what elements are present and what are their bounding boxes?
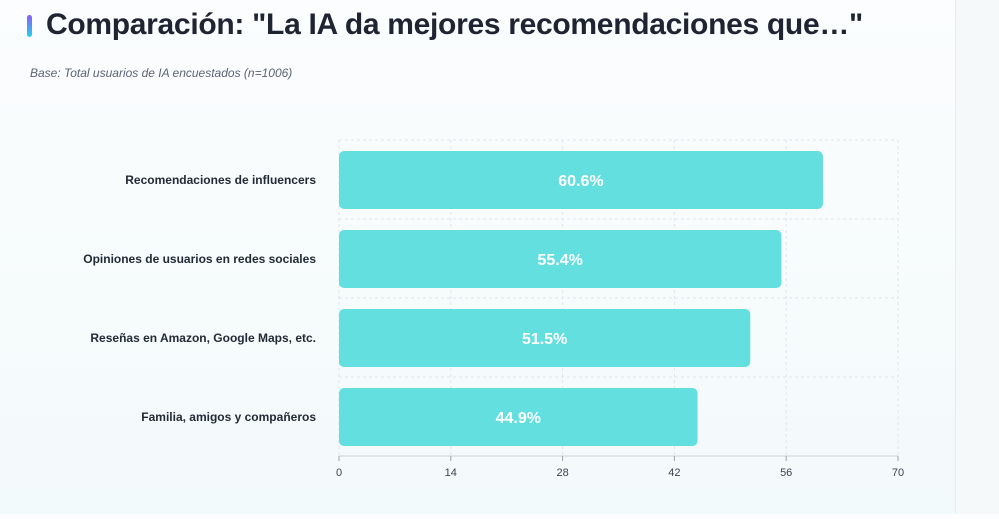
x-tick-label-3: 42 xyxy=(668,467,680,479)
bar-2[interactable] xyxy=(339,309,751,367)
bar-0[interactable] xyxy=(339,151,823,209)
bar-3[interactable] xyxy=(339,388,698,446)
category-label-1: Opiniones de usuarios en redes sociales xyxy=(83,252,316,266)
category-label-0: Recomendaciones de influencers xyxy=(125,173,316,187)
x-tick-label-4: 56 xyxy=(780,467,792,479)
bar-value-label-1: 55.4% xyxy=(538,252,583,269)
grid-layer xyxy=(338,139,899,457)
x-tick-label-0: 0 xyxy=(336,467,342,479)
x-tick-label-1: 14 xyxy=(445,467,457,479)
bar-value-label-3: 44.9% xyxy=(496,410,541,427)
right-side-panel xyxy=(955,0,999,514)
bar-1[interactable] xyxy=(339,230,782,288)
bar-layer xyxy=(339,151,823,446)
bar-value-label-0: 60.6% xyxy=(558,173,603,190)
x-tick-label-2: 28 xyxy=(556,467,568,479)
x-axis: 0 14 28 42 56 70 xyxy=(336,455,904,479)
bar-value-label-2: 51.5% xyxy=(522,331,567,348)
category-label-3: Familia, amigos y compañeros xyxy=(141,410,316,424)
page-title: Comparación: "La IA da mejores recomenda… xyxy=(46,8,863,41)
title-accent-bar xyxy=(27,15,32,37)
chart-subtitle: Base: Total usuarios de IA encuestados (… xyxy=(30,66,293,80)
category-label-2: Reseñas en Amazon, Google Maps, etc. xyxy=(90,331,316,345)
x-tick-label-5: 70 xyxy=(892,467,904,479)
label-layer: 60.6% Recomendaciones de influencers 55.4%… xyxy=(83,173,603,427)
